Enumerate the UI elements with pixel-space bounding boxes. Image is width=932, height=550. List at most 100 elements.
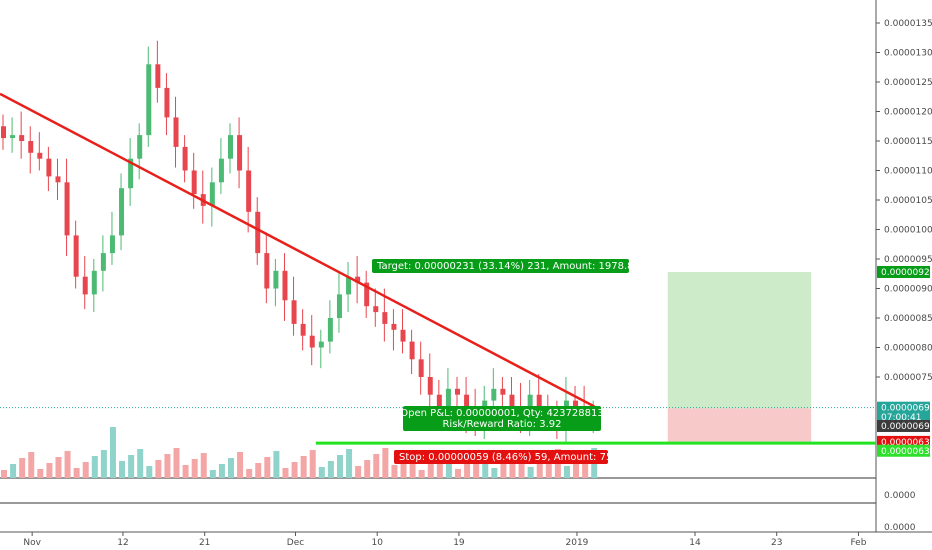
price-tag[interactable]: 0.00000698 xyxy=(877,401,932,414)
volume-bar xyxy=(1,470,7,478)
candle xyxy=(500,388,506,395)
volume-bar xyxy=(455,469,461,478)
candle xyxy=(218,158,224,183)
loss-zone[interactable] xyxy=(667,408,812,444)
volume-bar xyxy=(28,452,35,478)
volume-bar xyxy=(545,455,552,478)
candle xyxy=(264,253,270,289)
candle xyxy=(255,211,261,254)
volume-bar xyxy=(173,448,180,478)
pnl-label-text: Risk/Reward Ratio: 3.92 xyxy=(442,419,561,430)
candle xyxy=(418,359,424,377)
drawing-labels[interactable]: Target: 0.00000231 (33.14%) 231, Amount:… xyxy=(372,259,640,464)
volume-bar xyxy=(119,461,126,478)
volume-bar xyxy=(491,468,498,478)
volume-bar xyxy=(346,449,353,478)
position-zones[interactable] xyxy=(0,271,876,445)
volume-bar xyxy=(509,456,516,478)
candle xyxy=(455,388,460,395)
volume-bar xyxy=(563,466,570,478)
stop-label[interactable]: Stop: 0.00000059 (8.46%) 59, Amount: 750 xyxy=(394,450,619,464)
volume-bar xyxy=(409,453,416,478)
stop-label-text: Stop: 0.00000059 (8.46%) 59, Amount: 750 xyxy=(399,452,619,463)
candle xyxy=(19,135,25,141)
candle xyxy=(318,341,324,348)
volume-bar xyxy=(109,427,116,478)
lower-tick-label: 0.0000 xyxy=(884,523,916,533)
volume-bar xyxy=(200,453,207,478)
volume-bar xyxy=(246,469,253,478)
candle xyxy=(246,170,252,212)
price-tag-text: 0.00000697 xyxy=(881,422,932,432)
price-tag[interactable]: 0.00000928 xyxy=(877,265,932,278)
candle xyxy=(445,388,451,407)
volume-bar xyxy=(282,468,289,478)
volume-bar xyxy=(536,461,543,478)
candle xyxy=(400,329,406,342)
target-label[interactable]: Target: 0.00000231 (33.14%) 231, Amount:… xyxy=(372,259,640,273)
volume-bar xyxy=(373,454,380,478)
candle xyxy=(346,276,352,295)
time-tick-label: 23 xyxy=(771,538,782,548)
volume-bar xyxy=(273,451,280,478)
price-tag[interactable]: 0.00000697 xyxy=(877,419,932,432)
price-tag-bg xyxy=(877,265,930,278)
volume-bar xyxy=(473,457,480,478)
price-tag-bg xyxy=(877,401,930,414)
volume-bar xyxy=(191,459,198,478)
candle xyxy=(10,135,16,139)
volume-bar xyxy=(146,466,153,478)
candle xyxy=(137,135,143,159)
volume-bar xyxy=(82,462,89,478)
candle xyxy=(1,126,6,139)
candle xyxy=(155,64,161,88)
price-tag[interactable]: 0.00000633 xyxy=(877,444,932,457)
volume-bar xyxy=(164,454,171,478)
volume-bar xyxy=(182,465,189,478)
candle xyxy=(209,182,215,206)
trendline[interactable] xyxy=(0,92,595,408)
candle xyxy=(28,141,34,153)
volume-bar xyxy=(10,464,17,478)
candle xyxy=(228,135,233,159)
time-tick-label: 19 xyxy=(453,538,465,548)
volume-bar xyxy=(418,470,425,478)
candle xyxy=(182,146,188,171)
time-tick-label: 12 xyxy=(117,538,128,548)
candle xyxy=(436,394,442,407)
candle xyxy=(536,394,542,407)
candle xyxy=(391,323,397,330)
pnl-label-text: Open P&L: 0.00000001, Qty: 423728813 xyxy=(400,408,603,419)
candle xyxy=(100,253,106,271)
candle xyxy=(82,276,88,295)
volume-bar xyxy=(255,463,262,478)
price-tag-text: 0.00000928 xyxy=(881,268,932,278)
candle xyxy=(364,282,370,307)
candle xyxy=(191,170,197,195)
time-tick-label: 14 xyxy=(689,538,701,548)
target-label-text: Target: 0.00000231 (33.14%) 231, Amount:… xyxy=(376,261,640,272)
candle xyxy=(55,176,61,183)
profit-zone[interactable] xyxy=(667,271,812,409)
time-axis[interactable]: Nov1221Dec101920191423Feb1120Mar xyxy=(23,532,932,548)
time-tick-label: Feb xyxy=(850,538,866,548)
volume-bar xyxy=(46,463,53,478)
volume-bar xyxy=(155,460,162,478)
candle xyxy=(373,306,379,313)
volume-bar xyxy=(300,456,307,478)
volume-bar xyxy=(527,467,534,478)
trendline-segment[interactable] xyxy=(0,92,595,408)
candle xyxy=(336,294,342,318)
candle xyxy=(128,158,134,189)
volume-bar xyxy=(237,452,244,478)
pnl-label[interactable]: Open P&L: 0.00000001, Qty: 423728813Risk… xyxy=(400,406,604,431)
